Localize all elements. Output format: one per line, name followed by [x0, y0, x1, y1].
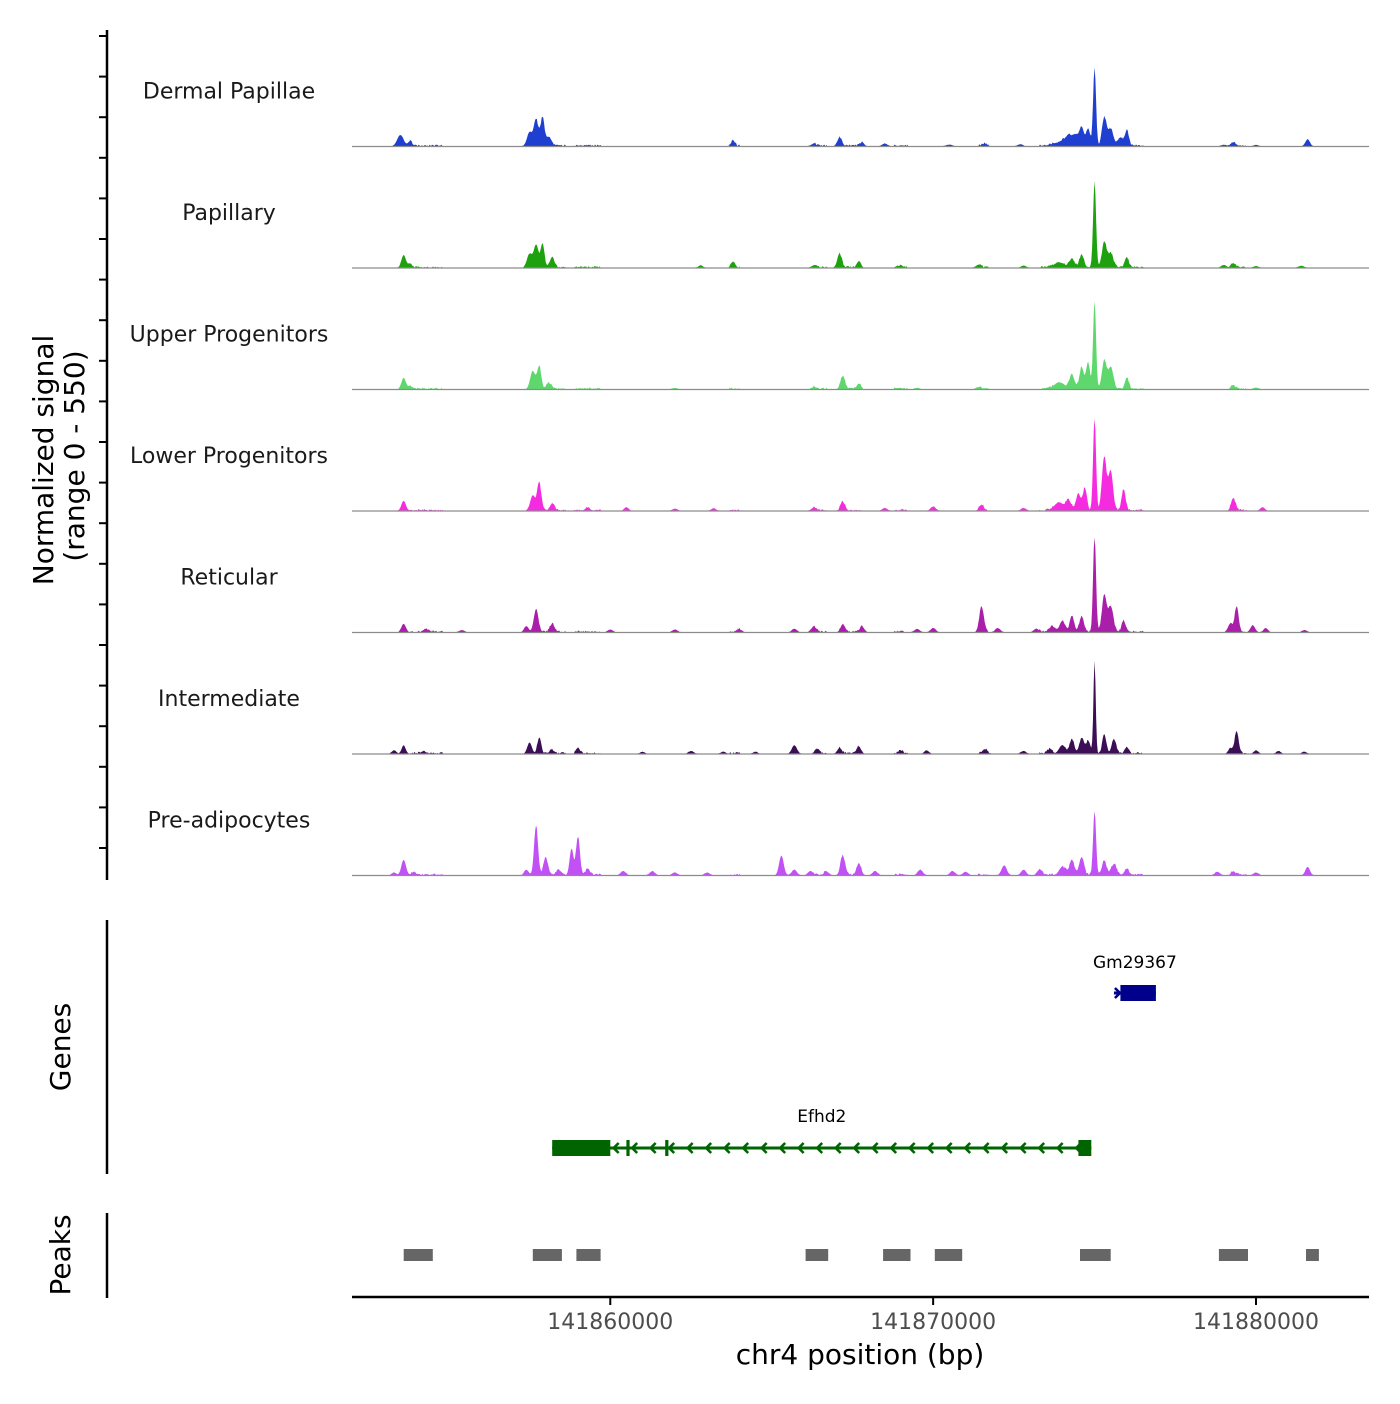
peak-region: [883, 1249, 911, 1261]
strand-arrow: [648, 1142, 657, 1154]
track-label: Pre-adipocytes: [148, 809, 311, 834]
genes-track-label: Genes: [44, 1003, 77, 1091]
strand-arrow: [889, 1142, 898, 1154]
strand-arrow: [778, 1142, 787, 1154]
peaks-track-label: Peaks: [44, 1214, 77, 1295]
gene-models: Gm29367 Efhd2: [552, 953, 1177, 1156]
peak-region: [1218, 1249, 1248, 1261]
strand-arrow: [870, 1142, 879, 1154]
peak-region: [532, 1249, 562, 1261]
gene-exon: [1078, 1140, 1092, 1156]
coverage-area: [384, 537, 1323, 633]
signal-y-axis-label: Normalized signal: [27, 335, 60, 586]
coverage-track: Dermal Papillae: [143, 67, 1369, 148]
gene-model: Efhd2: [552, 1107, 1092, 1156]
track-label: Intermediate: [158, 687, 300, 712]
strand-arrow: [685, 1142, 694, 1154]
strand-arrow: [1018, 1142, 1027, 1154]
coverage-area: [384, 811, 1323, 876]
strand-arrow: [759, 1142, 768, 1154]
coverage-area: [384, 660, 1323, 754]
coverage-area: [384, 181, 1323, 268]
strand-arrow: [796, 1142, 805, 1154]
x-tick-label: 141870000: [870, 1310, 996, 1335]
strand-arrow: [630, 1142, 639, 1154]
genes-panel: Genes Gm29367 Efhd2: [44, 920, 1177, 1174]
signal-y-axis-range-label: (range 0 - 550): [58, 350, 91, 561]
x-tick-label: 141880000: [1193, 1310, 1319, 1335]
track-label: Upper Progenitors: [130, 323, 329, 348]
gene-label: Gm29367: [1093, 953, 1177, 973]
strand-arrow: [963, 1142, 972, 1154]
peak-region: [576, 1249, 601, 1261]
strand-arrow: [981, 1142, 990, 1154]
peak-region: [1306, 1249, 1319, 1261]
signal-panel: Normalized signal (range 0 - 550) Dermal…: [27, 30, 1369, 880]
strand-arrow: [1037, 1142, 1046, 1154]
coverage-area: [384, 418, 1323, 511]
x-tick-label: 141860000: [547, 1310, 673, 1335]
x-axis-ticks: 141860000 141870000 141880000: [547, 1297, 1319, 1335]
coverage-track: Pre-adipocytes: [148, 809, 1369, 877]
gene-exon: [626, 1140, 630, 1156]
strand-arrow: [741, 1142, 750, 1154]
coverage-area: [384, 67, 1323, 147]
gene-exon: [1120, 985, 1156, 1001]
strand-arrow: [1000, 1142, 1009, 1154]
gene-exon: [665, 1140, 669, 1156]
peak-region: [934, 1249, 963, 1261]
signal-y-axis-ticks: [99, 35, 107, 849]
coverage-track: Reticular: [180, 537, 1369, 634]
strand-arrow: [852, 1142, 861, 1154]
peak-region: [403, 1249, 433, 1261]
track-label: Reticular: [180, 566, 278, 591]
signal-tracks: Dermal Papillae Papillary Upper Progenitor…: [130, 67, 1369, 877]
peak-region: [1080, 1249, 1111, 1261]
strand-arrow: [926, 1142, 935, 1154]
peak-regions: [403, 1249, 1319, 1261]
strand-arrow: [722, 1142, 731, 1154]
strand-arrow: [907, 1142, 916, 1154]
strand-arrow: [611, 1142, 620, 1154]
coverage-track: Lower Progenitors: [130, 418, 1369, 512]
coverage-track: Upper Progenitors: [130, 301, 1369, 391]
peak-region: [805, 1249, 829, 1261]
track-label: Dermal Papillae: [143, 80, 315, 105]
coverage-track: Papillary: [182, 181, 1369, 269]
gene-exon: [552, 1140, 611, 1156]
strand-arrow: [667, 1142, 676, 1154]
strand-arrow: [1114, 987, 1122, 999]
strand-arrow: [704, 1142, 713, 1154]
strand-arrow: [815, 1142, 824, 1154]
strand-arrow: [1055, 1142, 1064, 1154]
x-axis: 141860000 141870000 141880000 chr4 positio…: [352, 1295, 1369, 1371]
track-label: Lower Progenitors: [130, 444, 328, 469]
strand-arrow: [944, 1142, 953, 1154]
peaks-panel: Peaks: [44, 1213, 1319, 1298]
gene-model: Gm29367: [1093, 953, 1177, 1001]
coverage-area: [384, 301, 1323, 390]
gene-label: Efhd2: [797, 1107, 846, 1127]
x-axis-label: chr4 position (bp): [736, 1338, 985, 1371]
track-label: Papillary: [182, 201, 276, 226]
strand-arrow: [833, 1142, 842, 1154]
coverage-track: Intermediate: [158, 660, 1369, 755]
